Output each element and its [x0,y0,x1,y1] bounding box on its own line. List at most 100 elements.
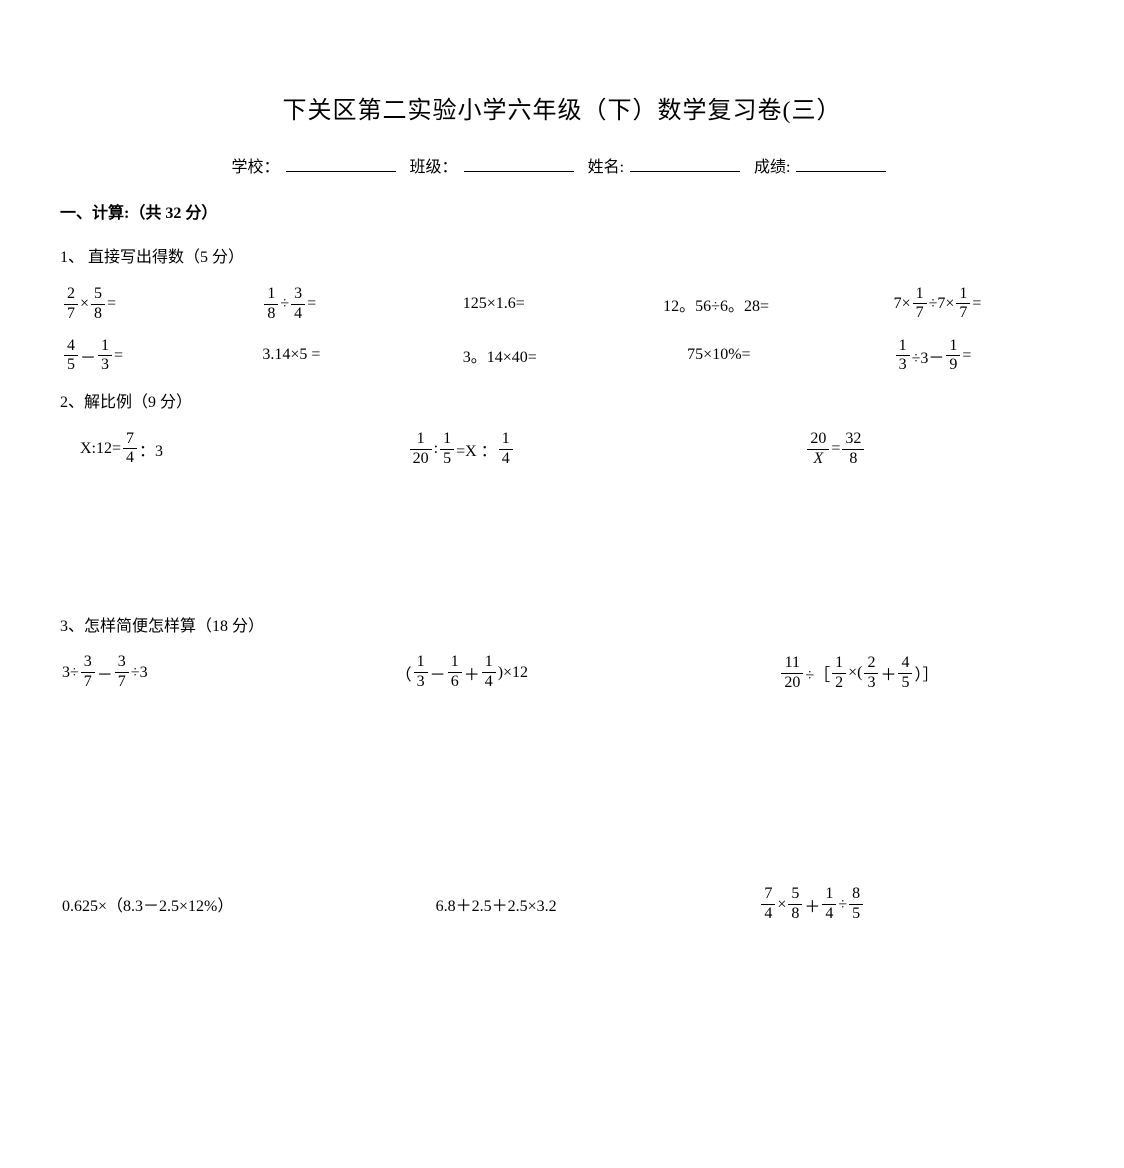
den: 4 [291,306,305,323]
q3-heading: 3、怎样简便怎样算（18 分） [60,612,1064,636]
rp: )×12 [498,664,528,682]
q1-r2c4: 75×10%= [687,346,750,364]
den: 3 [414,674,428,691]
lp: （ [396,661,412,685]
workspace [60,705,1064,885]
q1-row2: 45 － 13 = 3.14×5 = 3。14×40= 75×10%= 13 ÷… [60,337,1064,375]
q2-heading: 2、解比例（9 分） [60,388,1064,412]
num: 20 [807,431,829,448]
den: 3 [98,357,112,374]
q1-r1c5: 7× 1 7 ÷7× 1 7 = [894,286,982,323]
den: X [810,451,826,468]
colon: : [434,440,438,458]
op: ＋ [464,661,480,685]
den: 2 [832,675,846,692]
op: × [777,896,786,914]
post: ÷3 [131,664,148,682]
mid: ÷3－ [912,344,945,368]
class-field: 班级： [410,153,580,177]
den: 7 [115,674,129,691]
den: 8 [91,306,105,323]
num: 1 [832,655,846,672]
pre: X:12= [80,440,121,458]
den: 5 [849,906,863,923]
den: 7 [956,305,970,322]
den: 4 [499,451,513,468]
name-blank [630,156,740,172]
num: 3 [81,654,95,671]
den: 8 [846,451,860,468]
mid: － [97,661,113,685]
num: 1 [448,654,462,671]
mid: ÷［ [805,661,830,685]
num: 5 [788,886,802,903]
mid: =X ： [456,437,497,461]
den: 7 [913,305,927,322]
score-label: 成绩: [754,153,790,177]
info-row: 学校： 班级： 姓名: 成绩: [60,153,1064,177]
workspace [60,482,1064,612]
q2-c1: X:12= 74 ：3 [80,431,163,468]
num: 1 [956,286,970,303]
num: 1 [264,286,278,303]
den: 3 [896,357,910,374]
post: ）］ [914,661,938,685]
eq: = [107,295,116,313]
q3-r2c1: 0.625×（8.3－2.5×12%） [62,892,233,916]
q1-r1c3: 125×1.6= [463,295,525,313]
den: 8 [788,906,802,923]
num: 1 [482,654,496,671]
num: 7 [123,431,137,448]
den: 20 [781,675,803,692]
num: 4 [898,655,912,672]
score-field: 成绩: [754,153,892,177]
q1-r2c2: 3.14×5 = [262,346,320,364]
q2-row: X:12= 74 ：3 120 : 15 =X ： 14 20X = 328 [60,430,1064,468]
mid2: ×( [848,664,862,682]
school-blank [286,156,396,172]
num: 1 [98,338,112,355]
op: ＋ [804,893,820,917]
q1-heading: 1、 直接写出得数（5 分） [60,243,1064,267]
name-label: 姓名: [588,153,624,177]
school-label: 学校： [232,153,280,177]
op: － [430,661,446,685]
num: 1 [896,338,910,355]
num: 3 [291,286,305,303]
den: 5 [898,675,912,692]
op: － [80,344,96,368]
q1-row1: 27 × 58 = 18 ÷ 34 = 125×1.6= 12。56÷6。28=… [60,285,1064,323]
den: 5 [64,357,78,374]
num: 1 [946,338,960,355]
eq: = [114,347,123,365]
num: 7 [761,886,775,903]
op: ÷ [838,896,847,914]
q3-r1c3: 1120 ÷［ 12 ×( 23 ＋ 45 ）］ [779,655,938,692]
num: 8 [849,886,863,903]
den: 3 [864,675,878,692]
eq: = [972,295,981,313]
den: 7 [81,674,95,691]
num: 11 [782,655,803,672]
num: 1 [913,286,927,303]
den: 8 [264,306,278,323]
pre: 7× [894,295,911,313]
eq: = [831,440,840,458]
den: 4 [123,450,137,467]
section1-heading: 一、计算:（共 32 分） [60,199,1064,223]
q3-row2: 0.625×（8.3－2.5×12%） 6.8＋2.5＋2.5×3.2 7 4 ×… [60,885,1064,923]
q1-r1c4: 12。56÷6。28= [663,292,769,316]
q1-r1c2: 18 ÷ 34 = [262,286,316,323]
q1-r2c3: 3。14×40= [463,343,537,367]
num: 2 [64,286,78,303]
q1-r1c1: 27 × 58 = [62,286,116,323]
school-field: 学校： [232,153,402,177]
mid: ÷7× [929,295,955,313]
q1-r2c5: 13 ÷3－ 19 = [894,338,972,375]
den: 4 [761,906,775,923]
den: 20 [410,451,432,468]
num: 1 [414,431,428,448]
num: 1 [414,654,428,671]
q3-r2c2: 6.8＋2.5＋2.5×3.2 [436,892,557,916]
score-blank [796,156,886,172]
